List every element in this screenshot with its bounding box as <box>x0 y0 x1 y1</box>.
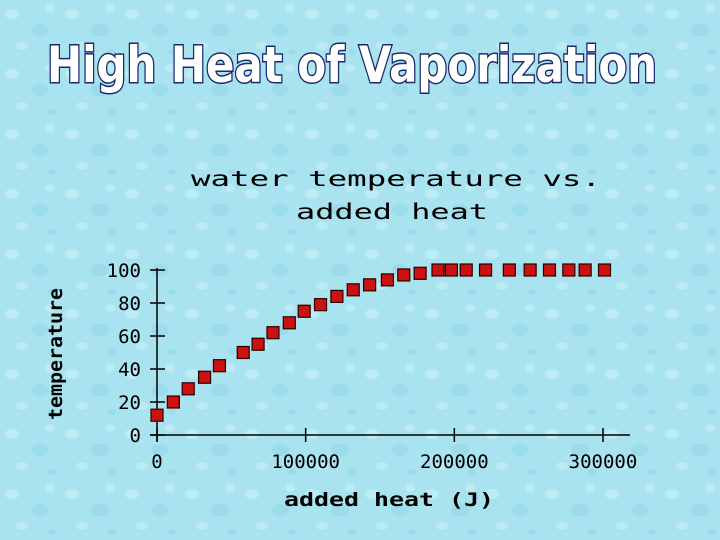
x-tick-label: 100000 <box>271 451 340 473</box>
data-point <box>459 263 473 277</box>
x-axis-label: added heat (J) <box>284 489 494 511</box>
data-point <box>297 304 311 318</box>
data-point <box>444 263 458 277</box>
chart-title-line-1: water temperature vs. <box>191 167 601 191</box>
data-points <box>150 263 612 422</box>
y-tick-label: 80 <box>118 293 141 315</box>
y-axis-ticks: 0 20 40 60 80 100 <box>107 260 165 447</box>
y-tick-label: 20 <box>118 392 141 414</box>
data-point <box>166 395 180 409</box>
data-point <box>380 273 395 287</box>
x-tick-label: 200000 <box>420 451 489 473</box>
x-axis-ticks: 0 100000 200000 300000 <box>151 428 637 473</box>
data-point <box>181 382 195 396</box>
x-tick-label: 0 <box>151 451 162 473</box>
data-point <box>330 289 344 303</box>
slide-title: High Heat of Vaporization <box>47 36 657 94</box>
y-tick-label: 0 <box>130 425 141 447</box>
data-point <box>266 326 280 340</box>
y-tick-label: 60 <box>118 326 141 348</box>
y-axis-label: temperature <box>45 288 67 420</box>
data-point <box>251 337 265 351</box>
data-point <box>597 263 612 277</box>
data-point <box>562 263 576 277</box>
x-tick-label: 300000 <box>569 451 638 473</box>
data-point <box>150 408 164 422</box>
data-point <box>313 298 328 312</box>
data-point <box>523 263 537 277</box>
data-point <box>431 263 445 277</box>
data-point <box>362 278 377 292</box>
data-point <box>478 263 493 277</box>
data-point <box>212 359 227 373</box>
data-point <box>197 370 212 384</box>
data-point <box>236 345 250 360</box>
data-point <box>397 268 411 282</box>
chart-title-line-2: added heat <box>296 200 488 224</box>
data-point <box>542 263 557 277</box>
y-tick-label: 40 <box>118 359 141 381</box>
data-point <box>346 283 360 297</box>
y-tick-label: 100 <box>107 260 141 282</box>
data-point <box>282 316 296 330</box>
data-point <box>578 263 592 277</box>
data-point <box>502 263 516 277</box>
data-point <box>413 266 427 280</box>
